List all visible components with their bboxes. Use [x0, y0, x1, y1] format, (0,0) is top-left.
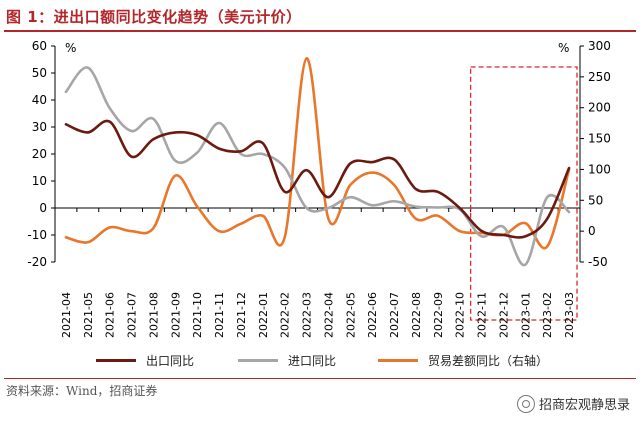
legend-swatch-import: [238, 359, 278, 362]
legend-label-balance: 贸易差额同比（右轴）: [428, 354, 549, 368]
legend: 出口同比 进口同比 贸易差额同比（右轴）: [0, 352, 640, 372]
x-tick-label: 2021-12: [235, 292, 248, 338]
series-layer: [64, 57, 571, 267]
x-tick-label: 2021-11: [213, 292, 226, 338]
right-tick-label: 50: [588, 193, 603, 207]
left-tick-label: 40: [32, 93, 47, 107]
x-tick-label: 2021-09: [169, 292, 182, 338]
x-tick-label: 2023-01: [519, 292, 532, 338]
watermark: 招商宏观静思录: [516, 394, 630, 413]
left-tick-label: 20: [32, 147, 47, 161]
legend-item-export: 出口同比: [96, 352, 194, 369]
highlight-box: [469, 66, 578, 321]
x-tick-label: 2022-05: [344, 292, 357, 338]
x-tick-label: 2022-04: [322, 292, 335, 338]
wechat-icon: [516, 394, 535, 413]
x-tick-label: 2022-01: [257, 292, 270, 338]
title-rule: [4, 30, 636, 32]
left-tick-label: 30: [32, 120, 47, 134]
right-tick-label: 250: [588, 70, 611, 84]
series-line-1: [64, 66, 571, 267]
left-tick-label: 50: [32, 66, 47, 80]
x-tick-label: 2023-03: [563, 292, 576, 338]
right-tick-label: 200: [588, 101, 611, 115]
chart-title: 图 1：进出口额同比变化趋势（美元计价）: [6, 8, 302, 26]
chart-axes: [51, 45, 584, 263]
x-tick-label: 2022-10: [454, 292, 467, 338]
x-tick-label: 2021-10: [191, 292, 204, 338]
x-tick-label: 2022-11: [476, 292, 489, 338]
x-tick-label: 2022-06: [366, 292, 379, 338]
footer-rule: [4, 378, 636, 379]
x-tick-label: 2021-08: [147, 292, 160, 338]
highlight-box-layer: [469, 66, 578, 321]
x-tick-label: 2022-07: [388, 292, 401, 338]
left-tick-label: -20: [27, 255, 47, 269]
right-tick-label: -50: [588, 255, 608, 269]
x-tick-label: 2021-07: [126, 292, 139, 338]
series-line-0: [64, 119, 571, 239]
left-tick-label: 10: [32, 174, 47, 188]
left-tick-label: 0: [39, 201, 47, 215]
x-tick-label: 2022-12: [497, 292, 510, 338]
legend-label-import: 进口同比: [288, 354, 337, 368]
tick-label-layer: -20 -10 0 10 20 30 40 50 60 % -50 0 50 100 150 200 250 30…: [27, 39, 611, 338]
x-tick-label: 2022-08: [410, 292, 423, 338]
x-tick-label: 2021-04: [60, 292, 73, 338]
x-tick-label: 2021-06: [104, 292, 117, 338]
left-tick-label: 60: [32, 39, 47, 53]
left-tick-label: -10: [27, 228, 47, 242]
x-tick-label: 2022-03: [301, 292, 314, 338]
line-chart: -20 -10 0 10 20 30 40 50 60 % -50 0 50 100 150 200 250 30…: [27, 39, 611, 338]
right-tick-label: 150: [588, 132, 611, 146]
x-tick-label: 2022-02: [279, 292, 292, 338]
right-tick-label: 0: [588, 224, 596, 238]
right-tick-label: 100: [588, 162, 611, 176]
right-unit-label: %: [558, 41, 569, 55]
x-tick-label: 2022-09: [432, 292, 445, 338]
legend-swatch-export: [96, 359, 136, 362]
legend-item-import: 进口同比: [238, 352, 336, 369]
watermark-text: 招商宏观静思录: [538, 398, 630, 413]
left-unit-label: %: [65, 41, 76, 55]
legend-label-export: 出口同比: [146, 354, 195, 368]
series-line-2: [64, 57, 571, 250]
right-tick-label: 300: [588, 39, 611, 53]
x-tick-label: 2023-02: [541, 292, 554, 338]
source-note: 资料来源：Wind，招商证券: [6, 384, 158, 398]
legend-swatch-balance: [378, 359, 418, 362]
legend-item-balance: 贸易差额同比（右轴）: [378, 352, 548, 369]
x-tick-label: 2021-05: [82, 292, 95, 338]
